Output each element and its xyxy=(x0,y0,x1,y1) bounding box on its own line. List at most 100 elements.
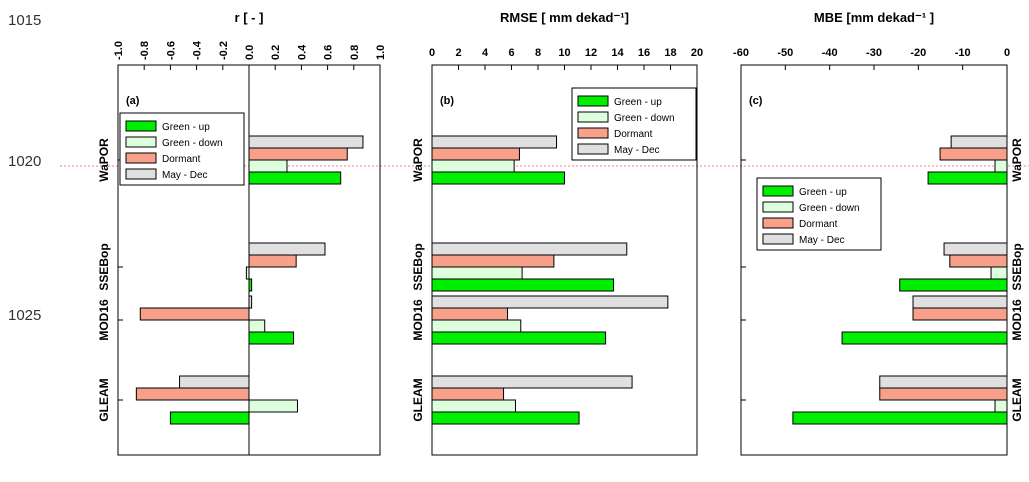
legend-label: May - Dec xyxy=(614,145,660,156)
bar xyxy=(248,242,326,256)
bar xyxy=(994,399,1008,413)
bar xyxy=(879,387,1008,401)
bar xyxy=(943,242,1008,256)
bar xyxy=(879,375,1008,389)
legend-swatch xyxy=(762,201,794,213)
bar xyxy=(431,375,633,389)
legend-label: Dormant xyxy=(162,154,201,165)
x-tick-label: -0.6 xyxy=(165,41,177,60)
bar xyxy=(245,266,250,280)
bar xyxy=(431,266,523,280)
legend-swatch xyxy=(125,136,157,148)
x-tick-label: 8 xyxy=(535,47,541,59)
chart-title: MBE [mm dekad⁻¹ ] xyxy=(814,10,934,25)
bar xyxy=(792,411,1008,425)
bar xyxy=(431,171,565,185)
bar xyxy=(248,159,288,173)
bar xyxy=(248,171,342,185)
legend-label: May - Dec xyxy=(799,235,845,246)
bar xyxy=(949,254,1008,268)
bar xyxy=(431,387,505,401)
bar xyxy=(248,319,266,333)
bar xyxy=(431,411,580,425)
legend-swatch xyxy=(577,143,609,155)
legend-label: Green - down xyxy=(614,113,675,124)
category-label: MOD16 xyxy=(411,299,425,341)
x-tick-label: -10 xyxy=(955,47,971,59)
x-tick-label: 0 xyxy=(1004,47,1010,59)
bar xyxy=(431,307,509,321)
legend-swatch xyxy=(577,111,609,123)
bar xyxy=(431,399,516,413)
bar xyxy=(248,278,253,292)
line-number: 1020 xyxy=(8,153,41,170)
category-label: GLEAM xyxy=(97,378,111,421)
line-number: 1025 xyxy=(8,307,41,324)
x-tick-label: 6 xyxy=(508,47,514,59)
category-label: SSEBop xyxy=(1010,243,1024,290)
bar xyxy=(431,295,669,309)
bar xyxy=(248,135,364,149)
x-tick-label: -60 xyxy=(733,47,749,59)
legend-label: Dormant xyxy=(614,129,653,140)
x-tick-label: -20 xyxy=(910,47,926,59)
category-label: WaPOR xyxy=(97,138,111,182)
bar xyxy=(248,399,298,413)
legend-label: Green - up xyxy=(614,97,662,108)
legend-label: Green - up xyxy=(799,187,847,198)
x-tick-label: 0.4 xyxy=(296,44,308,60)
x-tick-label: 16 xyxy=(638,47,650,59)
chart-title: RMSE [ mm dekad⁻¹] xyxy=(500,10,629,25)
chart-title: r [ - ] xyxy=(235,10,264,25)
bar xyxy=(950,135,1008,149)
x-tick-label: 0.0 xyxy=(244,45,256,60)
bar xyxy=(939,147,1008,161)
x-tick-label: -0.8 xyxy=(139,41,151,60)
legend-swatch xyxy=(577,95,609,107)
bar xyxy=(431,159,515,173)
legend-label: Green - down xyxy=(162,138,223,149)
legend-label: Green - down xyxy=(799,203,860,214)
category-label: SSEBop xyxy=(411,243,425,290)
bar xyxy=(431,319,522,333)
x-tick-label: 20 xyxy=(691,47,703,59)
legend-swatch xyxy=(125,152,157,164)
legend-swatch xyxy=(762,217,794,229)
legend-swatch xyxy=(125,120,157,132)
x-tick-label: 1.0 xyxy=(375,45,387,60)
bar xyxy=(431,278,615,292)
category-label: GLEAM xyxy=(1010,378,1024,421)
bar xyxy=(135,387,250,401)
bar xyxy=(990,266,1008,280)
category-label: MOD16 xyxy=(97,299,111,341)
bar xyxy=(431,242,628,256)
bar xyxy=(248,331,295,345)
legend-swatch xyxy=(762,185,794,197)
x-tick-label: 14 xyxy=(611,47,624,59)
x-tick-label: 18 xyxy=(664,47,676,59)
category-label: WaPOR xyxy=(1010,138,1024,182)
x-tick-label: 2 xyxy=(455,47,461,59)
category-label: MOD16 xyxy=(1010,299,1024,341)
x-tick-label: -0.2 xyxy=(218,41,230,60)
bar xyxy=(899,278,1008,292)
category-label: SSEBop xyxy=(97,243,111,290)
bar xyxy=(994,159,1008,173)
bar xyxy=(431,331,607,345)
panel-label: (b) xyxy=(440,95,454,107)
category-label: GLEAM xyxy=(411,378,425,421)
x-tick-label: -50 xyxy=(777,47,793,59)
bar xyxy=(248,254,297,268)
bar xyxy=(179,375,250,389)
bar xyxy=(912,295,1008,309)
bar xyxy=(431,254,555,268)
bar xyxy=(169,411,250,425)
panel-label: (c) xyxy=(749,95,763,107)
x-tick-label: 0.8 xyxy=(349,45,361,60)
legend-label: May - Dec xyxy=(162,170,208,181)
x-tick-label: 0 xyxy=(429,47,435,59)
x-tick-label: 12 xyxy=(585,47,597,59)
x-tick-label: -30 xyxy=(866,47,882,59)
legend-label: Green - up xyxy=(162,122,210,133)
